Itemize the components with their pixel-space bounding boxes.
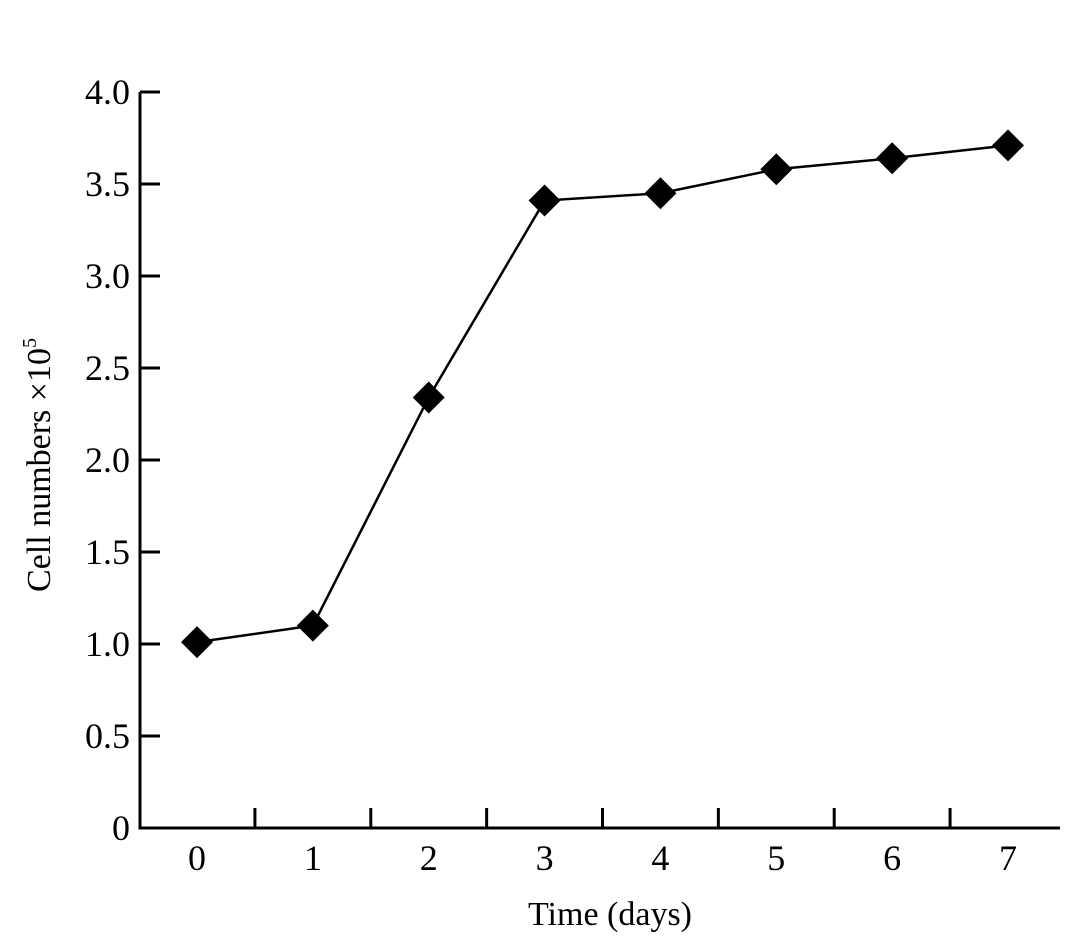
data-point-diamond	[528, 184, 561, 217]
y-tick-label: 0	[112, 808, 130, 848]
y-axis-title-exponent: 5	[19, 338, 41, 348]
y-axis-title-group: Cell numbers ×105	[19, 338, 58, 592]
x-tick-label: 1	[304, 838, 322, 878]
x-tick-label: 5	[767, 838, 785, 878]
y-tick-label: 2.0	[85, 440, 130, 480]
series-layer	[181, 129, 1024, 659]
x-ticks: 0 1 2 3 4 5 6 7	[188, 808, 1017, 878]
data-point-diamond	[412, 381, 445, 414]
y-tick-label: 0.5	[85, 716, 130, 756]
y-tick-label: 3.5	[85, 164, 130, 204]
data-point-diamond	[876, 142, 909, 175]
data-point-diamond	[181, 626, 213, 659]
y-tick-label: 3.0	[85, 256, 130, 296]
x-tick-label: 7	[999, 838, 1017, 878]
x-tick-label: 3	[536, 838, 554, 878]
data-point-diamond	[644, 177, 677, 210]
data-point-diamond	[296, 609, 329, 642]
y-tick-label: 2.5	[85, 348, 130, 388]
y-ticks: 0 0.5 1.0 1.5 2.0 2.5 3.0 3.5 4.0	[85, 72, 160, 848]
y-tick-label: 4.0	[85, 72, 130, 112]
series-line	[196, 144, 1009, 644]
y-tick-label: 1.0	[85, 624, 130, 664]
data-point-diamond	[760, 153, 793, 186]
y-tick-label: 1.5	[85, 532, 130, 572]
x-tick-label: 4	[651, 838, 669, 878]
x-tick-label: 6	[883, 838, 901, 878]
x-tick-label: 2	[420, 838, 438, 878]
x-tick-label: 0	[188, 838, 206, 878]
data-point-diamond	[992, 129, 1024, 162]
x-axis-title: Time (days)	[528, 896, 692, 933]
y-axis-title: Cell numbers ×105	[19, 338, 58, 592]
y-axis-title-text: Cell numbers ×10	[21, 348, 58, 592]
axes	[138, 92, 1060, 830]
